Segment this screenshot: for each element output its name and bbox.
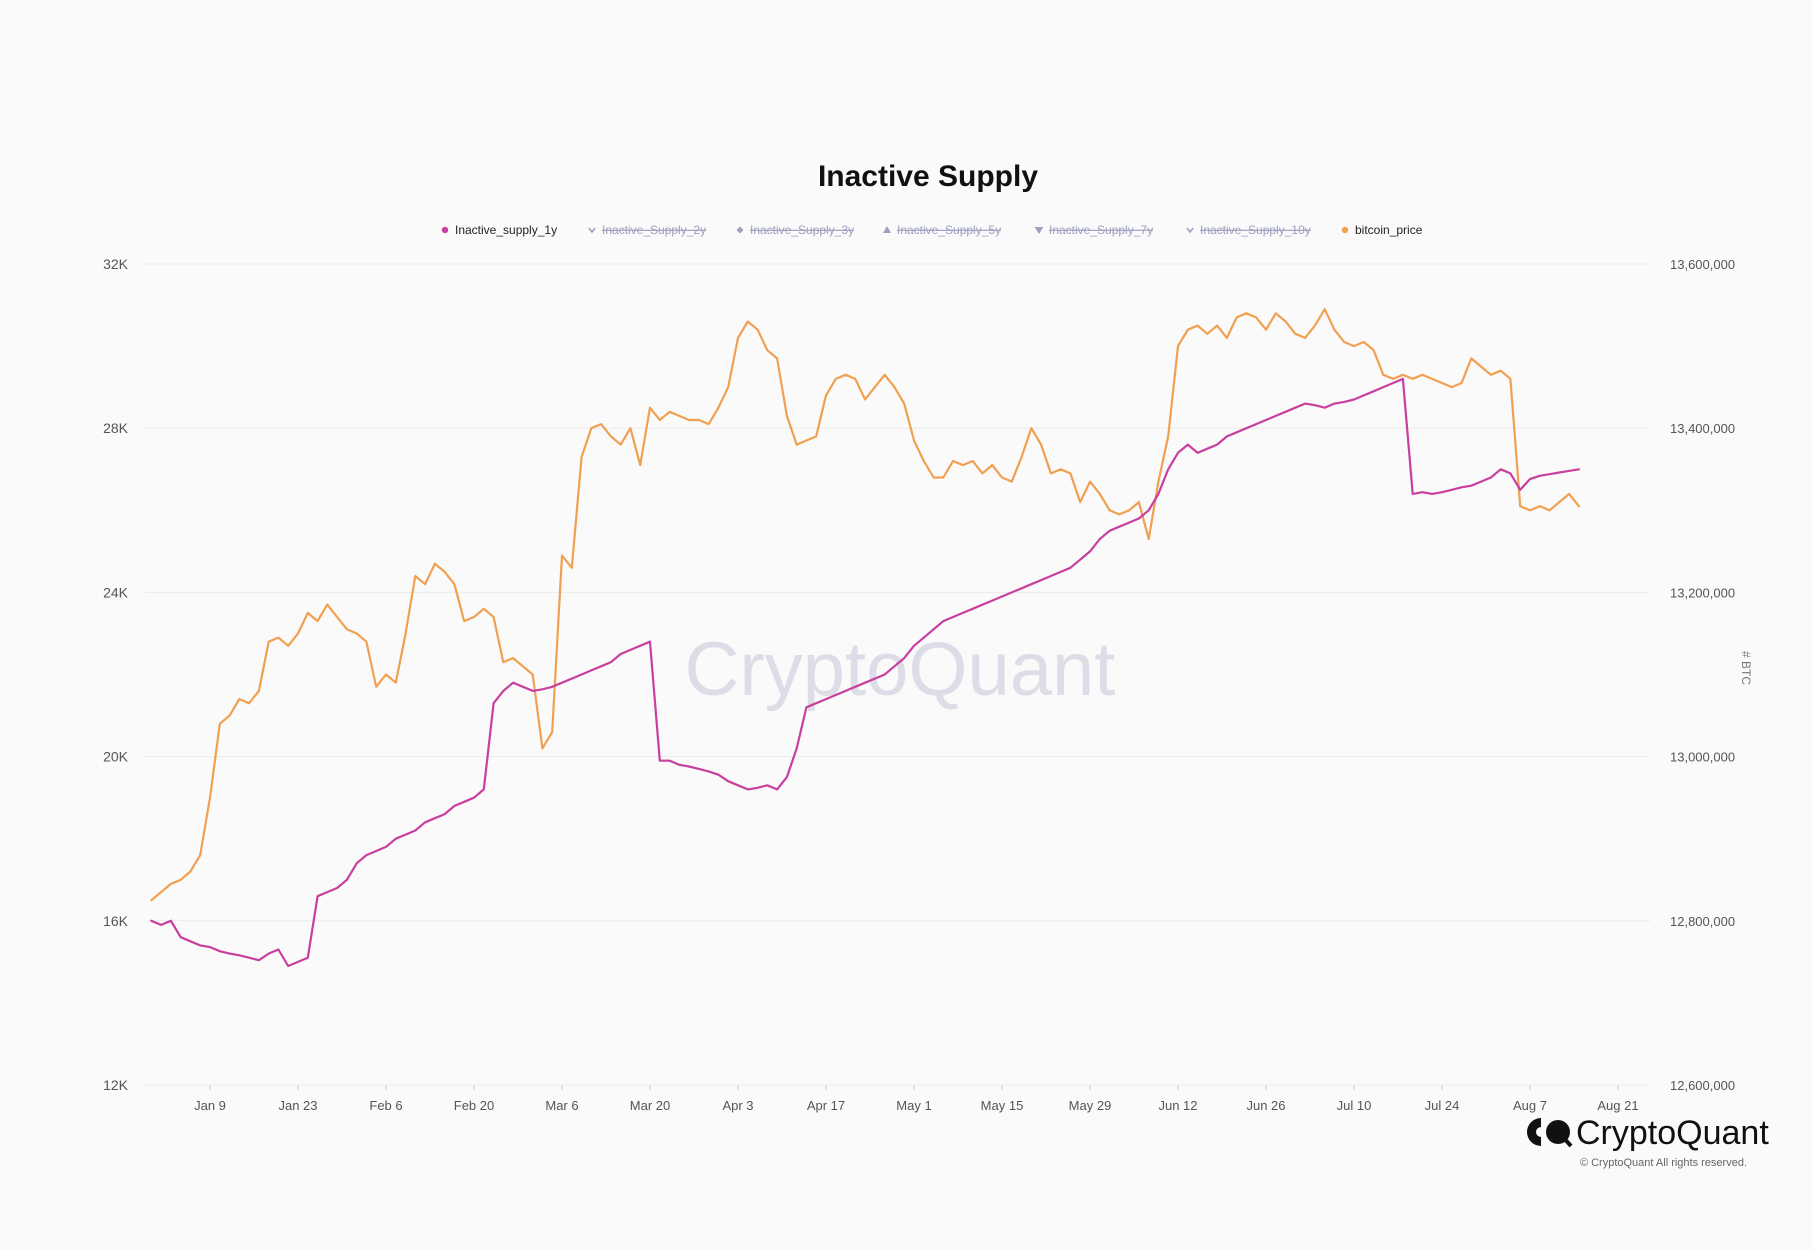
series-layer [150,308,1581,968]
legend-label: Inactive_supply_1y [455,223,557,237]
series-line-inactive-supply-1y [150,377,1581,968]
x-tick-label: Jan 9 [194,1098,226,1113]
legend-marker-triangle-up-icon [883,226,891,233]
x-tick-label: Aug 21 [1597,1098,1638,1113]
x-tick-label: Jul 24 [1425,1098,1460,1113]
legend-item-inactive-supply-2y[interactable]: Inactive_Supply_2y [588,223,706,237]
y-left-tick-label: 16K [103,913,129,929]
x-tick-label: Feb 6 [369,1098,402,1113]
x-axis: Jan 9 Jan 23 Feb 6 Feb 20 Mar 6 Mar 20 Apr 3 Ap… [194,1085,1639,1113]
legend: Inactive_supply_1y Inactive_Supply_2y Inac… [441,223,1423,237]
brand-logo: CryptoQuant [1527,1114,1769,1152]
legend-label: Inactive_Supply_10y [1200,223,1311,237]
legend-marker-triangle-down-icon [1034,227,1044,234]
brand-name: CryptoQuant [1576,1114,1769,1152]
y-left-tick-label: 20K [103,749,129,765]
legend-marker-dot-icon [1341,226,1349,234]
legend-label: Inactive_Supply_5y [897,223,1001,237]
legend-item-bitcoin-price[interactable]: bitcoin_price [1341,223,1423,237]
x-tick-label: May 15 [981,1098,1024,1113]
legend-label: Inactive_Supply_3y [750,223,854,237]
x-tick-label: Jun 26 [1246,1098,1285,1113]
x-tick-label: Mar 20 [630,1098,670,1113]
y-right-tick-label: 13,000,000 [1670,750,1735,765]
y-left-tick-label: 24K [103,584,129,600]
legend-marker-diamond-icon [736,226,744,234]
y-right-tick-label: 13,200,000 [1670,585,1735,600]
y-axis-left: 12K 16K 20K 24K 28K 32K [103,256,129,1093]
x-tick-label: Mar 6 [545,1098,578,1113]
y-right-tick-label: 12,600,000 [1670,1078,1735,1093]
x-tick-label: Aug 7 [1513,1098,1547,1113]
y-right-tick-label: 13,600,000 [1670,257,1735,272]
legend-label: Inactive_Supply_7y [1049,223,1153,237]
y-axis-right: 12,600,000 12,800,000 13,000,000 13,200,000… [1670,257,1735,1093]
legend-marker-dot-icon [441,226,449,234]
x-tick-label: Jun 12 [1158,1098,1197,1113]
x-tick-label: Jan 23 [278,1098,317,1113]
y-axis-right-label: # BTC [1739,651,1753,685]
legend-item-inactive-supply-5y[interactable]: Inactive_Supply_5y [883,223,1001,237]
y-left-tick-label: 12K [103,1077,129,1093]
legend-item-inactive-supply-7y[interactable]: Inactive_Supply_7y [1034,223,1154,237]
legend-marker-chevron-icon [1186,227,1194,234]
gridlines [145,263,1650,1086]
legend-item-inactive-supply-10y[interactable]: Inactive_Supply_10y [1186,223,1311,237]
y-right-tick-label: 12,800,000 [1670,914,1735,929]
legend-marker-chevron-icon [588,227,596,234]
legend-label: bitcoin_price [1355,223,1423,237]
cryptoquant-logo-icon [1527,1118,1573,1148]
y-left-tick-label: 32K [103,256,129,272]
chart-title: Inactive Supply [818,160,1038,193]
series-line-bitcoin-price [150,308,1581,902]
x-tick-label: May 1 [896,1098,931,1113]
x-tick-label: May 29 [1069,1098,1112,1113]
y-left-tick-label: 28K [103,420,129,436]
x-tick-label: Jul 10 [1337,1098,1372,1113]
y-right-tick-label: 13,400,000 [1670,421,1735,436]
legend-item-inactive-supply-1y[interactable]: Inactive_supply_1y [441,223,557,237]
x-tick-label: Apr 17 [807,1098,845,1113]
x-tick-label: Apr 3 [722,1098,753,1113]
legend-label: Inactive_Supply_2y [602,223,706,237]
x-tick-label: Feb 20 [454,1098,494,1113]
copyright-text: © CryptoQuant All rights reserved. [1580,1157,1747,1169]
legend-item-inactive-supply-3y[interactable]: Inactive_Supply_3y [736,223,855,237]
watermark: CryptoQuant [685,627,1116,712]
